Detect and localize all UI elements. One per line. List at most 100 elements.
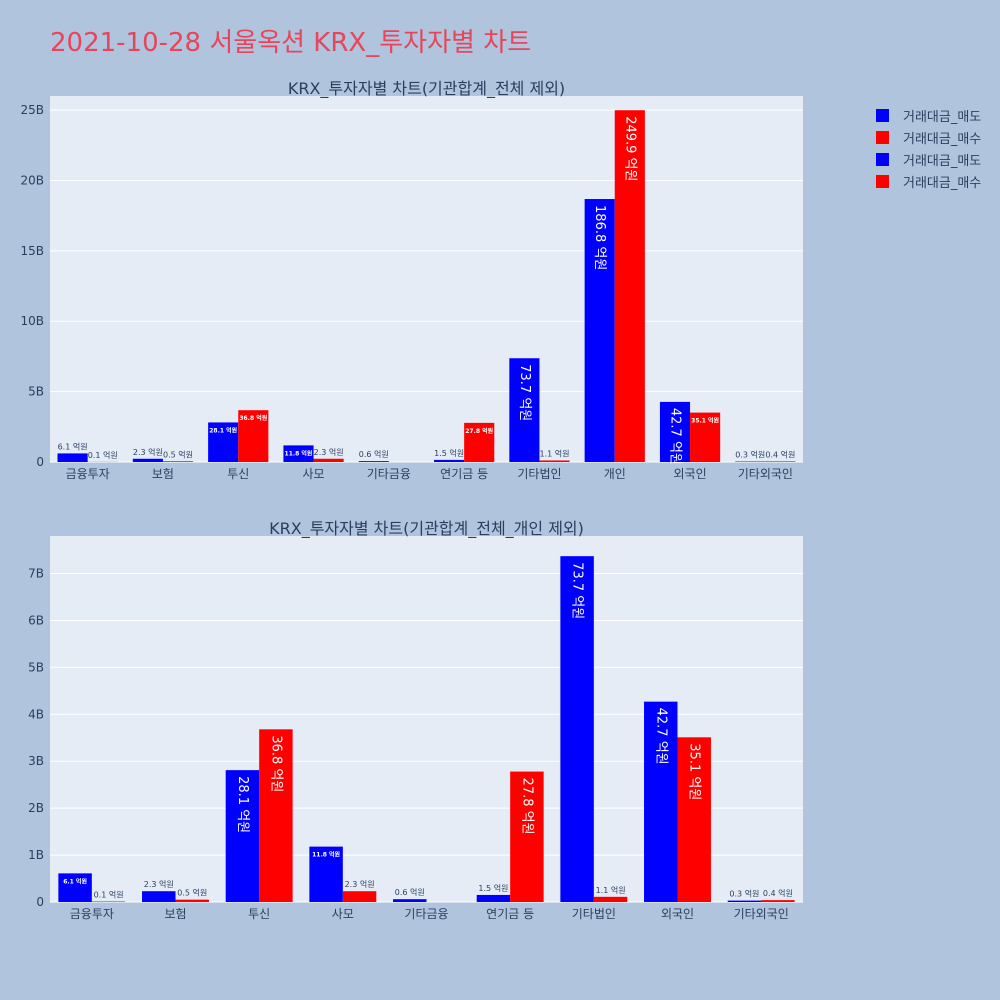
x-tick-label: 사모 — [303, 467, 325, 481]
bar — [560, 556, 594, 902]
y-tick-label: 10B — [20, 314, 44, 328]
x-tick-label: 기타외국인 — [738, 467, 793, 481]
x-tick-label: 기타법인 — [517, 467, 561, 481]
bar — [593, 896, 628, 902]
y-tick-label: 15B — [20, 244, 44, 258]
bar-value-label: 11.8 억원 — [312, 851, 340, 859]
bar — [342, 891, 377, 902]
bar-value-label: 28.1 억원 — [209, 426, 237, 434]
bar-value-label: 42.7 억원 — [653, 708, 668, 765]
x-tick-label: 외국인 — [673, 467, 706, 481]
bar — [58, 873, 92, 902]
legend-swatch — [876, 130, 889, 144]
bar-value-label: 2.3 억원 — [314, 447, 344, 457]
x-tick-label: 금융투자 — [66, 467, 110, 481]
bar-value-label: 1.5 억원 — [478, 883, 508, 893]
bar — [313, 458, 344, 462]
x-tick-label: 보험 — [152, 467, 174, 481]
legend-label: 거래대금_매도 — [903, 153, 982, 169]
y-tick-label: 5B — [28, 385, 44, 399]
bar-value-label: 11.8 억원 — [285, 449, 313, 457]
bar — [259, 729, 293, 902]
x-tick-label: 투신 — [227, 467, 249, 481]
page-title: 2021-10-28 서울옥션 KRX_투자자별 차트 — [50, 28, 532, 58]
bar-value-label: 36.8 억원 — [268, 735, 283, 792]
bar — [509, 358, 540, 462]
legend-item[interactable]: 거래대금_매도 — [876, 104, 981, 126]
x-tick-label: 개인 — [604, 467, 626, 481]
y-tick-label: 6B — [28, 613, 44, 627]
y-tick-label: 7B — [28, 567, 44, 581]
bar-value-label: 6.1 억원 — [63, 877, 87, 885]
bar-value-label: 73.7 억원 — [517, 364, 532, 421]
x-tick-label: 금융투자 — [70, 907, 114, 921]
x-tick-label: 투신 — [248, 907, 270, 921]
bar — [225, 770, 260, 902]
bar — [238, 410, 269, 462]
legend-label: 거래대금_매수 — [903, 131, 982, 147]
bar — [584, 199, 615, 462]
bar — [309, 846, 343, 902]
x-tick-label: 기타금융 — [404, 907, 448, 921]
x-tick-label: 사모 — [332, 907, 354, 921]
bar-value-label: 0.3 억원 — [729, 889, 759, 899]
y-tick-label: 5B — [28, 660, 44, 674]
legend-swatch — [876, 108, 889, 122]
bar-value-label: 36.8 억원 — [239, 414, 267, 422]
bar-value-label: 42.7 억원 — [667, 408, 682, 465]
bar — [644, 701, 678, 902]
bar — [476, 894, 511, 902]
bar — [283, 445, 314, 462]
chart-title: KRX_투자자별 차트(기관합계_전체_개인 제외) — [269, 519, 584, 539]
x-tick-label: 연기금 등 — [440, 467, 488, 481]
bar — [162, 461, 194, 462]
bar-value-label: 27.8 억원 — [519, 778, 534, 835]
bar — [175, 899, 209, 902]
bar-value-label: 28.1 억원 — [235, 776, 250, 833]
bar-value-label: 0.1 억원 — [94, 890, 124, 900]
bar — [464, 422, 495, 462]
y-tick-label: 3B — [28, 754, 44, 768]
bar — [208, 422, 239, 462]
legend-item[interactable]: 거래대금_매수 — [876, 170, 981, 192]
x-tick-label: 외국인 — [661, 907, 694, 921]
bar-value-label: 0.4 억원 — [763, 888, 793, 898]
bar — [614, 110, 645, 463]
x-tick-label: 기타법인 — [572, 907, 616, 921]
bar-value-label: 0.6 억원 — [359, 449, 389, 459]
legend-label: 거래대금_매도 — [903, 109, 982, 125]
bar-value-label: 73.7 억원 — [570, 562, 585, 619]
y-tick-label: 2B — [28, 801, 44, 815]
bar-value-label: 1.5 억원 — [434, 448, 464, 458]
y-tick-label: 0 — [36, 455, 44, 469]
y-tick-label: 4B — [28, 707, 44, 721]
y-tick-label: 0 — [36, 895, 44, 909]
x-tick-label: 기타금융 — [367, 467, 411, 481]
plot-area — [50, 96, 803, 462]
x-tick-label: 연기금 등 — [486, 907, 534, 921]
bar-value-label: 35.1 억원 — [691, 417, 719, 425]
legend-item[interactable]: 거래대금_매수 — [876, 126, 981, 148]
legend-item[interactable]: 거래대금_매도 — [876, 148, 981, 170]
bar-value-label: 27.8 억원 — [465, 427, 493, 435]
bar — [510, 771, 544, 902]
x-tick-label: 기타외국인 — [734, 907, 789, 921]
bar — [539, 460, 570, 462]
bar-value-label: 2.3 억원 — [345, 879, 375, 889]
bar-value-label: 2.3 억원 — [133, 447, 163, 457]
legend-swatch — [876, 174, 889, 188]
bar-value-label: 1.1 억원 — [596, 885, 626, 895]
bar-value-label: 0.4 억원 — [765, 449, 795, 459]
bar-value-label: 0.3 억원 — [735, 450, 765, 460]
bar — [727, 900, 762, 902]
bar — [765, 461, 796, 462]
y-tick-label: 20B — [20, 173, 44, 187]
bar-value-label: 6.1 억원 — [58, 441, 88, 451]
bar — [393, 899, 427, 902]
legend-label: 거래대금_매수 — [903, 175, 982, 191]
bar-value-label: 249.9 억원 — [622, 116, 637, 181]
bar — [142, 891, 176, 902]
y-tick-label: 1B — [28, 848, 44, 862]
